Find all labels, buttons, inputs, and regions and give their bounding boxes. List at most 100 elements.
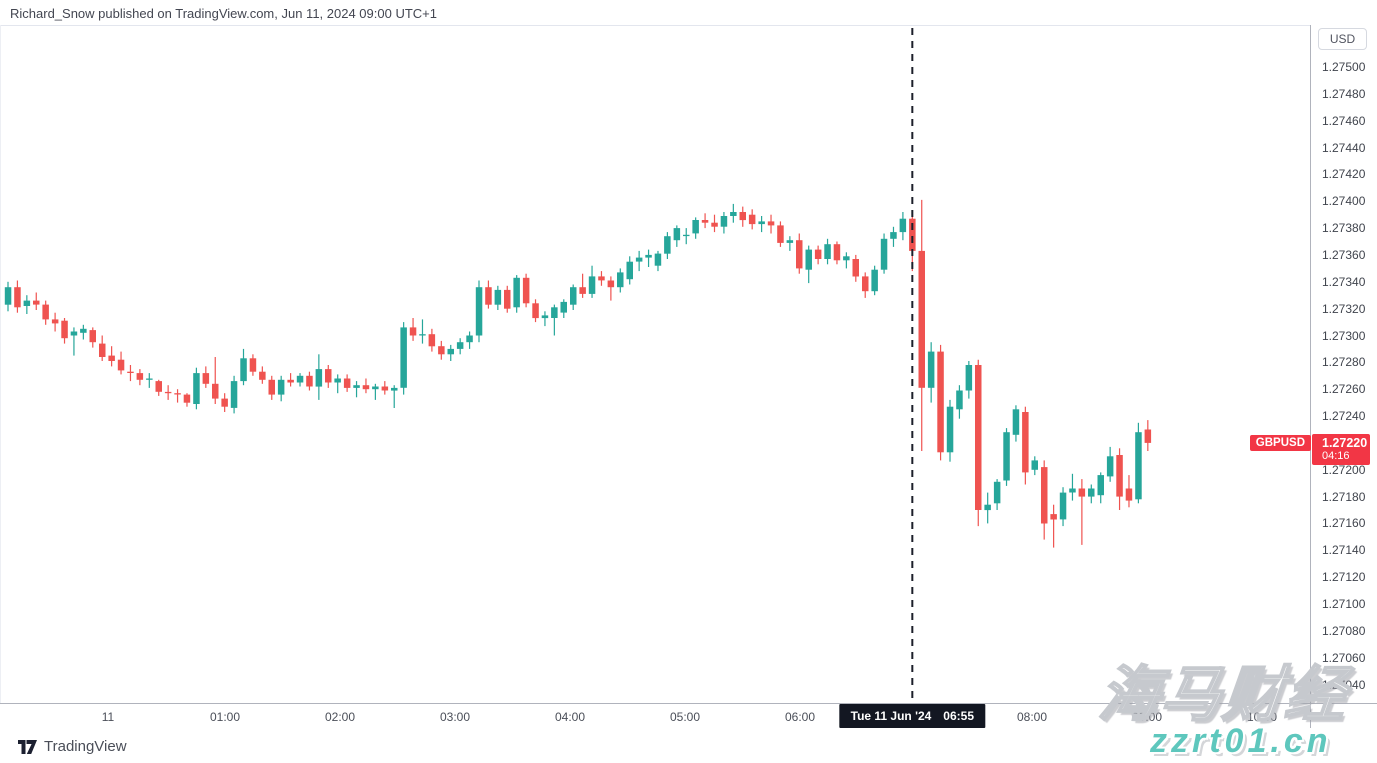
candle-body <box>1135 432 1142 500</box>
candle-body <box>475 287 483 336</box>
time-tick-label: 03:00 <box>439 710 471 724</box>
price-tick-label: 1.27420 <box>1322 167 1366 182</box>
pane-border-top <box>0 25 1310 26</box>
candle-body <box>522 277 530 304</box>
candle-body <box>23 300 31 306</box>
time-tick-label: 08:00 <box>1016 710 1048 724</box>
price-tick-label: 1.27260 <box>1322 382 1366 397</box>
pane-border-left <box>0 25 1 703</box>
candle-body <box>466 335 473 343</box>
candle-body <box>212 383 219 399</box>
price-tick-label: 1.27160 <box>1322 516 1366 531</box>
candle-body <box>909 218 916 251</box>
candle-body <box>598 276 605 281</box>
candle-body <box>720 216 728 227</box>
candle-body <box>626 261 633 280</box>
candle-body <box>193 373 200 404</box>
last-price-value: 1.27220 <box>1322 435 1368 450</box>
candle-body <box>183 394 191 403</box>
candle-body <box>428 334 436 347</box>
candle-body <box>1088 488 1095 497</box>
currency-toggle-button[interactable]: USD <box>1318 28 1367 50</box>
candle-body <box>645 254 652 258</box>
candle-body <box>362 385 370 390</box>
candle-body <box>918 250 925 388</box>
candle-body <box>306 375 313 387</box>
candle-body <box>240 358 247 382</box>
candle-body <box>504 289 511 309</box>
candle-body <box>767 221 775 226</box>
crosshair-time-label: Tue 11 Jun '24 06:55 <box>839 704 985 728</box>
candle-body <box>937 351 944 453</box>
price-tick-label: 1.27460 <box>1322 113 1366 128</box>
time-tick-label: 10:00 <box>1246 710 1278 724</box>
candle-body <box>61 320 68 339</box>
candle-body <box>852 259 859 277</box>
candle-body <box>1144 429 1152 443</box>
candle-body <box>127 371 134 373</box>
price-tick-label: 1.27280 <box>1322 355 1366 370</box>
candle-body <box>692 220 699 234</box>
price-tick-label: 1.27300 <box>1322 328 1366 343</box>
candle-body <box>777 225 784 243</box>
publish-attribution-text: Richard_Snow published on TradingView.co… <box>10 6 437 21</box>
candle-body <box>155 381 162 392</box>
candle-body <box>814 249 822 259</box>
candle-body <box>447 348 454 355</box>
candle-body <box>1097 475 1104 496</box>
candle-body <box>42 304 49 320</box>
candle-body <box>4 287 12 305</box>
tradingview-logo-text: TradingView <box>44 738 127 755</box>
candle-body <box>946 406 954 453</box>
candle-body <box>164 391 172 394</box>
candle-body <box>108 355 115 361</box>
bar-countdown: 04:16 <box>1322 449 1350 462</box>
candle-body <box>635 257 643 262</box>
price-tick-label: 1.27340 <box>1322 274 1366 289</box>
candle-body <box>739 212 746 221</box>
candle-body <box>1031 460 1038 470</box>
price-axis[interactable]: 1.27500 1.27480 1.27460 1.27440 1.27420 1.274… <box>1311 25 1377 703</box>
last-price-axis-badge: 1.27220 04:16 <box>1312 433 1370 465</box>
price-tick-label: 1.27140 <box>1322 543 1366 558</box>
candle-body <box>1078 488 1086 497</box>
price-tick-label: 1.27360 <box>1322 247 1366 262</box>
candle-body <box>1069 488 1076 493</box>
time-tick-label: 04:00 <box>554 710 586 724</box>
candle-body <box>824 244 831 259</box>
candle-body <box>1012 409 1020 435</box>
candle-body <box>862 276 869 292</box>
candle-body <box>391 387 398 391</box>
candle-body <box>796 240 803 269</box>
candle-body <box>617 272 624 288</box>
tradingview-logo[interactable]: TradingView <box>18 738 127 755</box>
candle-body <box>202 373 210 384</box>
time-axis[interactable]: 11 01:00 02:00 03:00 04:00 05:00 06:00 08:00 09:… <box>0 704 1310 728</box>
price-tick-label: 1.27200 <box>1322 462 1366 477</box>
candle-body <box>993 481 1001 504</box>
candle-body <box>1003 432 1010 481</box>
price-tick-label: 1.27080 <box>1322 623 1366 638</box>
candle-body <box>268 379 275 395</box>
time-tick-label: 02:00 <box>324 710 356 724</box>
candle-body <box>456 342 464 349</box>
candle-body <box>956 390 963 410</box>
candle-body <box>1050 514 1057 520</box>
price-axis-separator <box>1310 25 1311 728</box>
candle-body <box>438 346 445 355</box>
price-tick-label: 1.27400 <box>1322 194 1366 209</box>
candle-body <box>249 358 257 372</box>
candle-body <box>927 351 935 388</box>
candle-body <box>513 277 520 308</box>
candle-body <box>1125 488 1133 501</box>
candle-body <box>494 289 502 305</box>
candle-body <box>419 334 426 336</box>
price-tick-label: 1.27100 <box>1322 597 1366 611</box>
candle-body <box>334 378 341 383</box>
candle-body <box>221 398 228 407</box>
candle-body <box>683 234 690 237</box>
candle-body <box>174 393 181 395</box>
symbol-price-label: GBPUSD <box>1249 434 1311 451</box>
candle-body <box>1106 456 1114 477</box>
